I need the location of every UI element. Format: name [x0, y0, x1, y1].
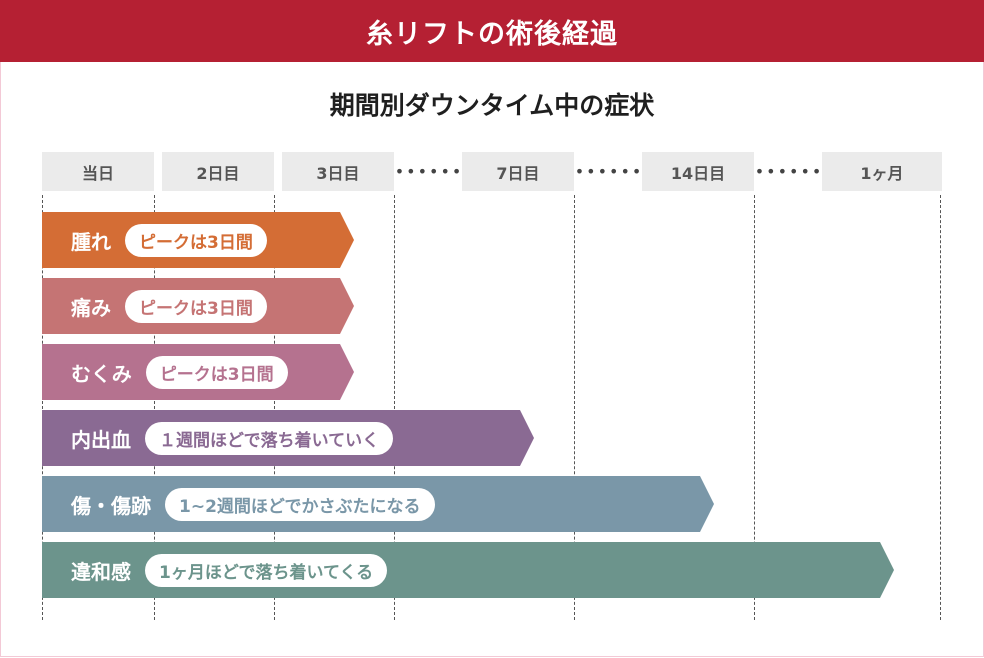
gridline [754, 195, 755, 620]
symptom-note-pill: 1~2週間ほどでかさぶたになる [165, 488, 435, 521]
symptom-bar-discomfort: 違和感 1ヶ月ほどで落ち着いてくる [42, 542, 894, 598]
symptom-name: むくみ [71, 361, 132, 386]
timeline-label-day14: 14日目 [642, 152, 754, 191]
page-title: 糸リフトの術後経過 [366, 18, 618, 50]
timeline-label-day0: 当日 [42, 152, 154, 191]
timeline-ellipsis: •••••• [394, 162, 464, 181]
gridline [274, 195, 275, 620]
gridline [154, 195, 155, 620]
symptom-name: 腫れ [71, 229, 111, 254]
symptom-name: 痛み [71, 295, 111, 320]
gridline [394, 195, 395, 620]
symptom-note-pill: 1ヶ月ほどで落ち着いてくる [145, 554, 387, 587]
symptom-bar-pain: 痛み ピークは3日間 [42, 278, 354, 334]
symptom-name: 違和感 [71, 559, 131, 584]
timeline-label-day7: 7日目 [462, 152, 574, 191]
symptom-name: 傷・傷跡 [71, 493, 151, 518]
symptom-note-pill: １週間ほどで落ち着いていく [145, 422, 393, 455]
timeline-ellipsis: •••••• [574, 162, 644, 181]
timeline-label-month1: 1ヶ月 [822, 152, 942, 191]
symptom-note-pill: ピークは3日間 [125, 290, 267, 323]
gridline [574, 195, 575, 620]
symptom-note-pill: ピークは3日間 [125, 224, 267, 257]
timeline-label-day3: 3日目 [282, 152, 394, 191]
symptom-bar-bruising: 内出血 １週間ほどで落ち着いていく [42, 410, 534, 466]
symptom-bar-edema: むくみ ピークは3日間 [42, 344, 354, 400]
symptom-note-pill: ピークは3日間 [146, 356, 288, 389]
gridline [940, 195, 941, 620]
timeline-label-day2: 2日目 [162, 152, 274, 191]
symptom-name: 内出血 [71, 427, 131, 452]
gridline [42, 195, 43, 620]
symptom-bar-wounds: 傷・傷跡 1~2週間ほどでかさぶたになる [42, 476, 714, 532]
symptom-bar-swelling: 腫れ ピークは3日間 [42, 212, 354, 268]
header-banner: 糸リフトの術後経過 [0, 0, 984, 62]
diagram-subtitle: 期間別ダウンタイム中の症状 [329, 91, 655, 120]
timeline-ellipsis: •••••• [754, 162, 824, 181]
